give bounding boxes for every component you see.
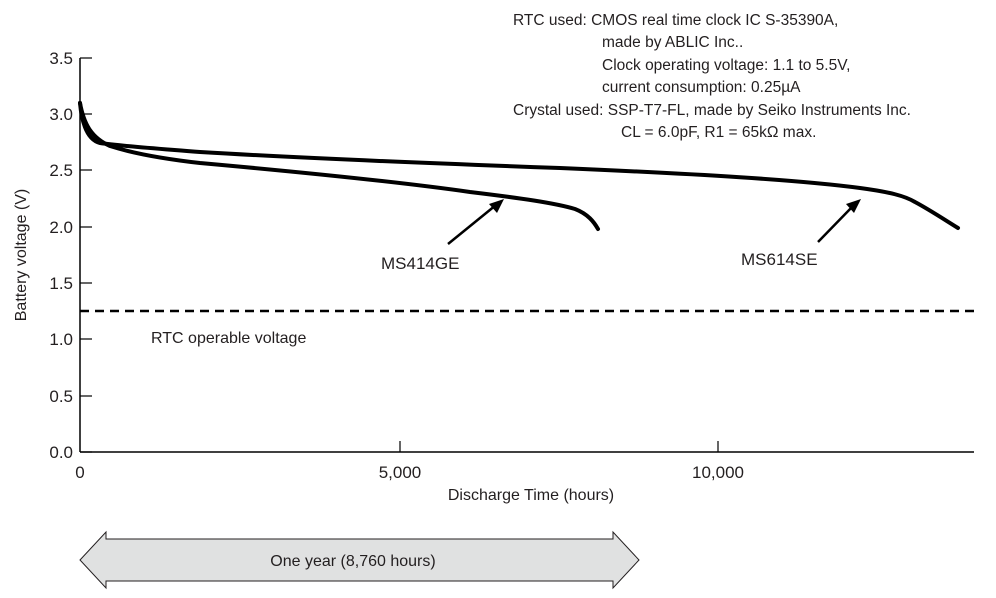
y-axis-label: Battery voltage (V) bbox=[13, 189, 30, 322]
svg-text:5,000: 5,000 bbox=[379, 463, 422, 482]
svg-text:0: 0 bbox=[75, 463, 84, 482]
crystal-used-line: Crystal used: SSP-T7-FL, made by Seiko I… bbox=[513, 102, 911, 119]
svg-text:3.5: 3.5 bbox=[49, 49, 73, 68]
rtc-maker-line: made by ABLIC Inc.. bbox=[602, 34, 744, 51]
svg-text:2.5: 2.5 bbox=[49, 161, 73, 180]
svg-text:1.0: 1.0 bbox=[49, 330, 73, 349]
ms414ge-label: MS414GE bbox=[381, 254, 459, 273]
y-tick-labels: 0.0 0.5 1.0 1.5 2.0 2.5 3.0 3.5 bbox=[49, 49, 73, 462]
x-ticks bbox=[399, 441, 719, 452]
rtc-operable-label: RTC operable voltage bbox=[151, 330, 306, 347]
ms414ge-pointer-arrow bbox=[447, 199, 504, 245]
svg-text:10,000: 10,000 bbox=[692, 463, 744, 482]
svg-text:3.0: 3.0 bbox=[49, 105, 73, 124]
one-year-label: One year (8,760 hours) bbox=[270, 553, 435, 570]
svg-text:0.5: 0.5 bbox=[49, 387, 73, 406]
x-tick-labels: 0 5,000 10,000 bbox=[75, 463, 744, 482]
svg-text:1.5: 1.5 bbox=[49, 274, 73, 293]
ms614se-label: MS614SE bbox=[741, 250, 818, 269]
clock-voltage-line: Clock operating voltage: 1.1 to 5.5V, bbox=[602, 57, 851, 74]
ms414ge-curve bbox=[78, 101, 600, 231]
svg-text:0.0: 0.0 bbox=[49, 443, 73, 462]
ms614se-curve bbox=[78, 101, 960, 230]
x-axis-label: Discharge Time (hours) bbox=[448, 487, 614, 504]
svg-text:2.0: 2.0 bbox=[49, 218, 73, 237]
crystal-spec-line: CL = 6.0pF, R1 = 65kΩ max. bbox=[621, 124, 817, 141]
ms614se-pointer-arrow bbox=[817, 199, 861, 243]
current-consumption-line: current consumption: 0.25µA bbox=[602, 79, 801, 96]
one-year-double-arrow bbox=[79, 530, 640, 590]
rtc-used-line: RTC used: CMOS real time clock IC S-3539… bbox=[513, 12, 839, 29]
y-ticks bbox=[80, 57, 92, 453]
